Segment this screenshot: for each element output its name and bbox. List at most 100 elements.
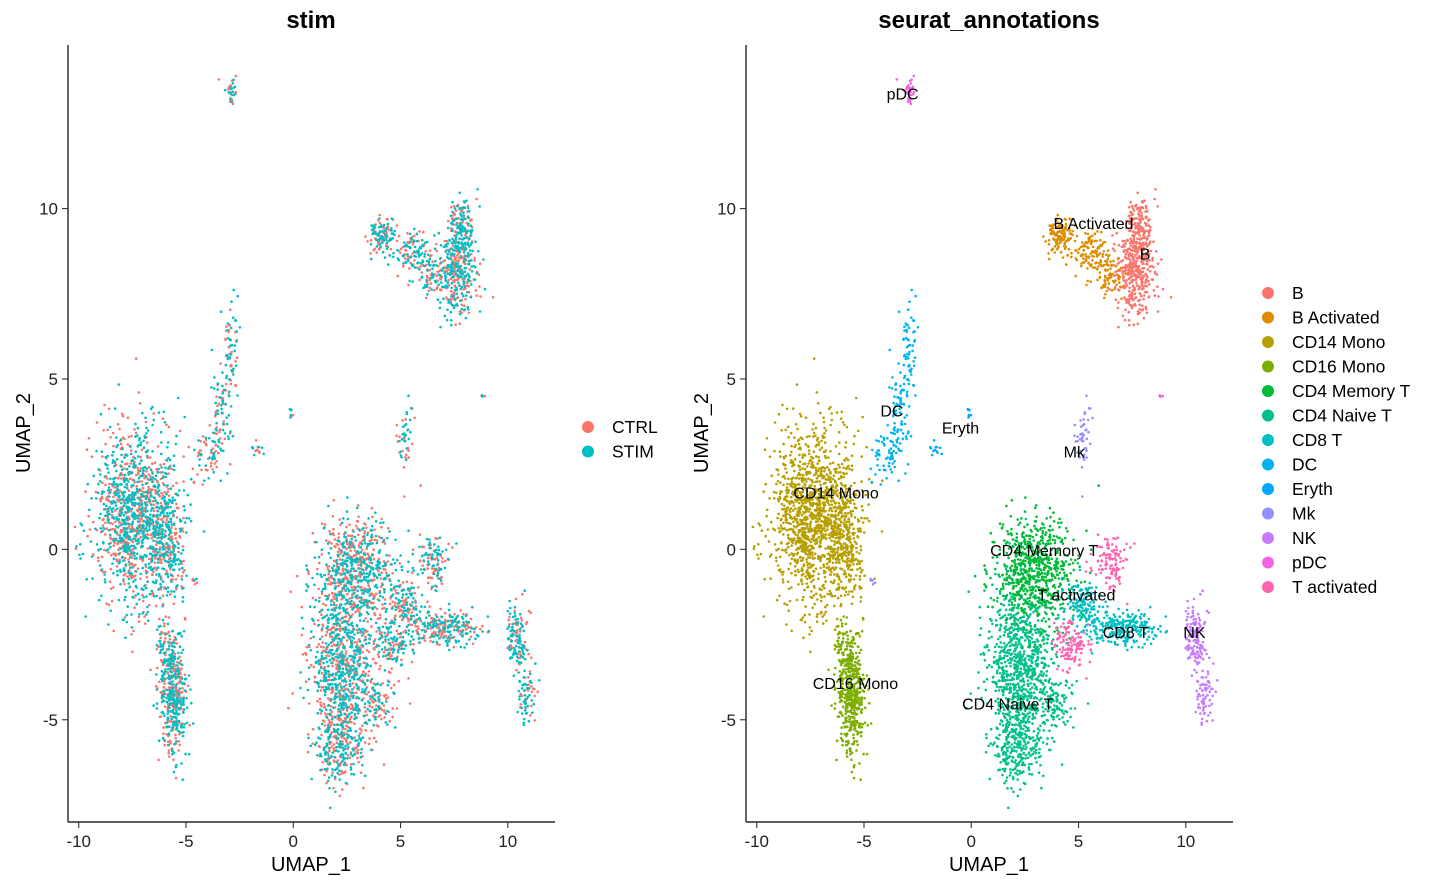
scatter-point (391, 715, 394, 719)
scatter-point (136, 426, 140, 430)
scatter-point (439, 278, 443, 281)
scatter-point (478, 262, 482, 266)
scatter-point (158, 529, 161, 532)
scatter-point (173, 498, 177, 502)
scatter-point (348, 690, 351, 693)
scatter-point (311, 596, 315, 600)
scatter-point (357, 707, 361, 711)
scatter-point (135, 473, 138, 477)
scatter-point (161, 736, 165, 740)
scatter-point (180, 578, 184, 581)
scatter-point (179, 530, 182, 533)
scatter-point (333, 587, 337, 590)
scatter-point (320, 654, 324, 658)
scatter-point (328, 678, 331, 682)
scatter-point (175, 720, 178, 723)
scatter-point (109, 536, 112, 539)
scatter-point (141, 593, 144, 597)
scatter-point (336, 663, 340, 666)
scatter-point (459, 645, 463, 649)
scatter-point (365, 713, 369, 717)
scatter-point (122, 567, 126, 570)
scatter-point (173, 674, 176, 678)
scatter-point (375, 704, 378, 707)
scatter-point (142, 490, 145, 494)
scatter-point (426, 624, 430, 628)
scatter-point (125, 537, 128, 540)
scatter-point (130, 459, 133, 463)
scatter-point (149, 521, 152, 524)
scatter-point (128, 499, 132, 503)
scatter-point (172, 590, 176, 593)
scatter-point (318, 669, 321, 673)
scatter-point (172, 662, 175, 666)
scatter-point (329, 532, 333, 536)
scatter-point (377, 535, 381, 538)
scatter-point (152, 525, 156, 528)
scatter-point (148, 501, 152, 504)
scatter-point (341, 743, 345, 746)
scatter-point (404, 598, 408, 602)
scatter-point (340, 702, 343, 705)
scatter-point (364, 578, 368, 582)
scatter-point (172, 722, 176, 725)
scatter-point (156, 536, 160, 540)
scatter-point (533, 694, 536, 698)
scatter-point (361, 688, 364, 691)
scatter-point (74, 547, 78, 550)
scatter-point (328, 761, 332, 765)
scatter-point (362, 535, 366, 538)
scatter-point (319, 689, 323, 692)
scatter-point (167, 537, 170, 540)
scatter-point (115, 517, 118, 520)
scatter-point (346, 729, 350, 733)
scatter-point (418, 641, 422, 644)
scatter-point (89, 540, 93, 543)
scatter-point (349, 615, 353, 618)
scatter-point (375, 539, 379, 542)
scatter-point (369, 569, 372, 573)
scatter-point (436, 571, 440, 575)
scatter-point (177, 712, 181, 716)
scatter-point (123, 485, 127, 489)
scatter-point (160, 535, 164, 539)
scatter-point (123, 598, 126, 602)
scatter-point (525, 620, 529, 624)
scatter-point (142, 512, 145, 516)
scatter-point (185, 516, 188, 520)
scatter-point (305, 564, 308, 567)
scatter-point (98, 480, 102, 483)
scatter-point (378, 221, 382, 225)
scatter-point (515, 629, 519, 632)
scatter-point (181, 530, 185, 533)
scatter-point (357, 743, 360, 747)
scatter-point (141, 483, 144, 487)
scatter-point (387, 670, 391, 674)
scatter-point (151, 405, 154, 409)
scatter-point (119, 498, 122, 502)
scatter-point (200, 468, 203, 472)
scatter-point (122, 578, 125, 581)
scatter-point (519, 616, 523, 620)
scatter-point (317, 662, 321, 666)
scatter-point (338, 692, 342, 695)
scatter-point (189, 519, 193, 523)
scatter-point (173, 558, 176, 562)
scatter-point (334, 790, 337, 794)
scatter-point (162, 686, 166, 689)
scatter-point (368, 579, 372, 582)
scatter-point (119, 509, 122, 512)
scatter-point (139, 572, 142, 576)
scatter-point (139, 577, 142, 581)
scatter-point (340, 616, 344, 620)
scatter-point (168, 556, 172, 560)
scatter-point (346, 671, 349, 675)
scatter-point (289, 590, 293, 593)
scatter-point (135, 487, 139, 491)
scatter-point (344, 687, 348, 691)
scatter-point (361, 763, 364, 767)
scatter-point (327, 551, 331, 555)
scatter-point (369, 252, 372, 255)
scatter-point (165, 725, 168, 729)
scatter-point (463, 304, 466, 308)
